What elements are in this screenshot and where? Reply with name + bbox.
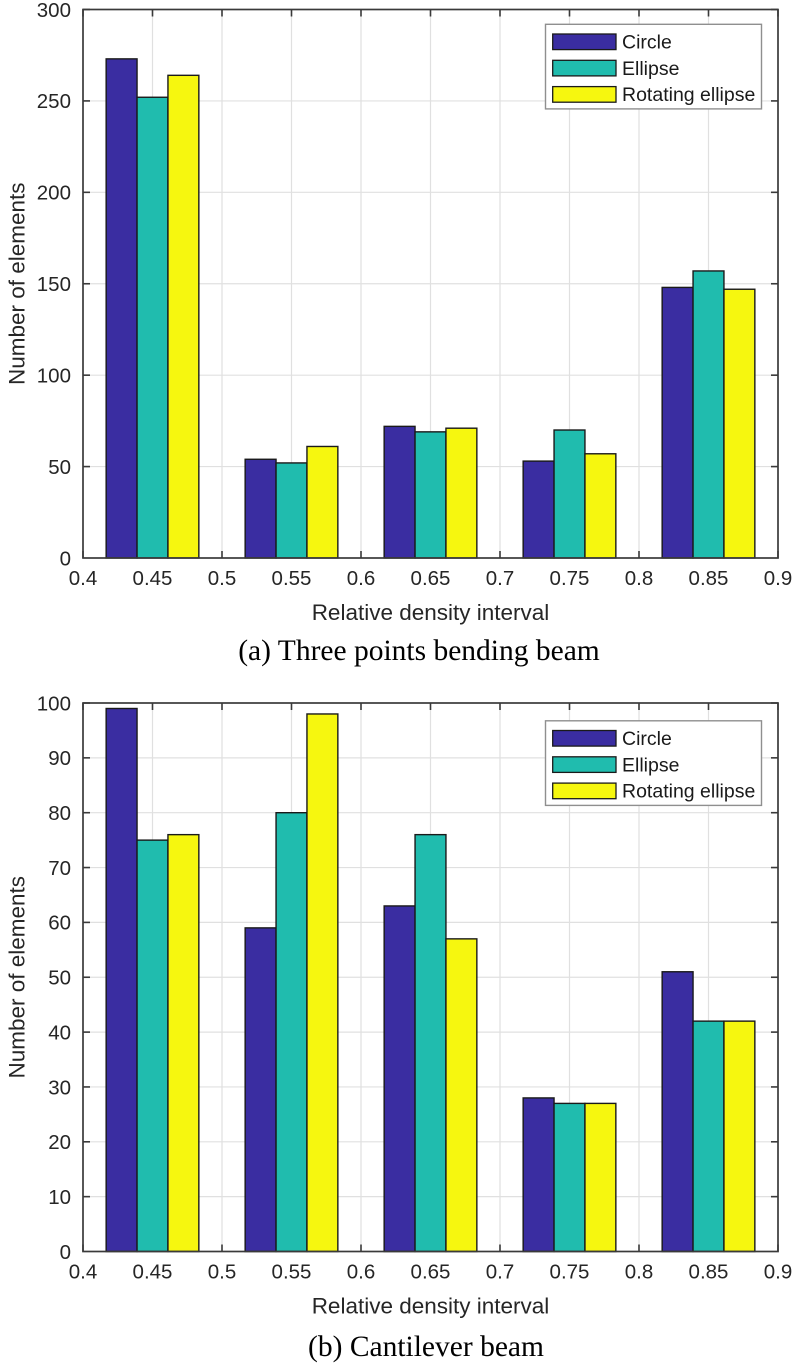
- svg-text:(a) Three points bending beam: (a) Three points bending beam: [238, 635, 600, 667]
- svg-text:0.75: 0.75: [550, 567, 590, 590]
- svg-text:Circle: Circle: [622, 32, 672, 54]
- svg-text:100: 100: [37, 692, 71, 715]
- svg-text:Number of elements: Number of elements: [5, 182, 30, 385]
- svg-text:10: 10: [48, 1186, 71, 1209]
- svg-text:0.45: 0.45: [133, 1261, 173, 1284]
- svg-text:0: 0: [60, 1241, 71, 1264]
- svg-text:Relative density interval: Relative density interval: [312, 600, 550, 625]
- svg-text:0.7: 0.7: [486, 567, 515, 590]
- svg-text:0.4: 0.4: [69, 1261, 98, 1284]
- svg-text:Circle: Circle: [622, 728, 672, 750]
- svg-text:30: 30: [48, 1076, 71, 1099]
- svg-text:0.55: 0.55: [272, 1261, 312, 1284]
- svg-text:Relative density interval: Relative density interval: [312, 1294, 550, 1319]
- svg-text:0.6: 0.6: [347, 567, 376, 590]
- svg-text:90: 90: [48, 747, 71, 770]
- svg-text:300: 300: [37, 0, 71, 22]
- svg-text:0: 0: [60, 547, 71, 570]
- svg-text:0.55: 0.55: [272, 567, 312, 590]
- svg-text:Rotating ellipse: Rotating ellipse: [622, 781, 755, 803]
- svg-text:0.5: 0.5: [208, 1261, 237, 1284]
- svg-text:0.7: 0.7: [486, 1261, 515, 1284]
- svg-text:0.8: 0.8: [625, 1261, 654, 1284]
- svg-text:0.85: 0.85: [689, 1261, 729, 1284]
- svg-text:60: 60: [48, 912, 71, 935]
- svg-text:0.65: 0.65: [411, 567, 451, 590]
- svg-text:0.6: 0.6: [347, 1261, 376, 1284]
- svg-text:Number of elements: Number of elements: [5, 876, 30, 1079]
- svg-text:0.9: 0.9: [764, 1261, 793, 1284]
- svg-text:100: 100: [37, 364, 71, 387]
- svg-text:250: 250: [37, 90, 71, 113]
- svg-text:40: 40: [48, 1021, 71, 1044]
- svg-text:0.85: 0.85: [689, 567, 729, 590]
- svg-text:50: 50: [48, 967, 71, 990]
- svg-text:20: 20: [48, 1131, 71, 1154]
- svg-text:80: 80: [48, 802, 71, 825]
- svg-text:200: 200: [37, 182, 71, 205]
- svg-text:0.5: 0.5: [208, 567, 237, 590]
- svg-text:70: 70: [48, 857, 71, 880]
- svg-text:0.8: 0.8: [625, 567, 654, 590]
- svg-text:0.65: 0.65: [411, 1261, 451, 1284]
- svg-text:Ellipse: Ellipse: [622, 58, 679, 80]
- svg-text:Rotating ellipse: Rotating ellipse: [622, 84, 755, 106]
- svg-text:150: 150: [37, 273, 71, 296]
- svg-text:0.9: 0.9: [764, 567, 793, 590]
- svg-text:0.75: 0.75: [550, 1261, 590, 1284]
- svg-text:(b) Cantilever beam: (b) Cantilever beam: [308, 1331, 544, 1363]
- svg-text:Ellipse: Ellipse: [622, 754, 679, 776]
- svg-text:0.4: 0.4: [69, 567, 98, 590]
- svg-text:0.45: 0.45: [133, 567, 173, 590]
- svg-text:50: 50: [48, 456, 71, 479]
